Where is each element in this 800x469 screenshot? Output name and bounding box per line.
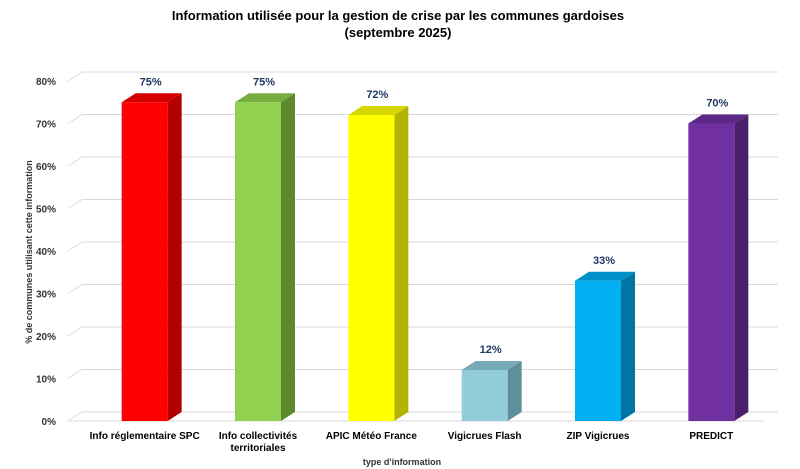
x-axis-categories: Info réglementaire SPC Info collectivités… [90, 431, 734, 454]
gridline [67, 71, 778, 82]
bar-top [121, 93, 182, 103]
chart-title: Information utilisée pour la gestion de … [172, 8, 624, 23]
data-label: 12% [480, 344, 502, 356]
bar [235, 93, 295, 421]
gridline [67, 114, 778, 124]
bar-side [281, 93, 295, 421]
y-tick-label: 80% [36, 77, 56, 88]
x-tick-label: territoriales [230, 443, 285, 454]
gridline [67, 156, 778, 167]
gridlines [67, 71, 778, 422]
x-tick-label: Info collectivités [219, 431, 298, 442]
bars: 75% 75% 72% 12% 33% 70% [121, 76, 749, 421]
data-label: 33% [593, 255, 615, 267]
bar-front [575, 280, 621, 421]
x-tick-label: PREDICT [689, 431, 733, 442]
y-tick-label: 10% [36, 375, 56, 386]
y-tick-label: 20% [36, 332, 56, 343]
bar-top [348, 106, 409, 115]
y-axis-ticks: 0% 10% 20% 30% 40% 50% 60% 70% 80% [36, 77, 56, 428]
x-tick-label: Vigicrues Flash [448, 431, 522, 442]
data-label: 70% [706, 98, 728, 110]
bar-top [461, 361, 522, 370]
bar-front [121, 102, 168, 421]
bar-side [621, 271, 635, 421]
bar-side [734, 114, 749, 421]
data-label: 72% [366, 89, 388, 101]
gridline [67, 326, 778, 337]
bar-side [394, 106, 409, 421]
gridline [67, 411, 778, 422]
y-axis-label: % de communes utilisant cette informatio… [24, 160, 34, 344]
bar-top [575, 271, 635, 281]
y-tick-label: 40% [36, 247, 56, 258]
y-tick-label: 70% [36, 120, 56, 131]
bar-front [235, 102, 281, 421]
bar-top [235, 93, 295, 103]
bar-side [507, 361, 522, 421]
gridline [67, 369, 778, 379]
bar-front [688, 123, 735, 421]
x-tick-label: APIC Météo France [326, 431, 418, 442]
y-tick-label: 50% [36, 205, 56, 216]
gridline [67, 199, 778, 209]
bar [348, 106, 409, 421]
bar [688, 114, 749, 421]
data-label: 75% [253, 76, 275, 88]
gridline [67, 241, 778, 252]
y-tick-label: 0% [42, 417, 57, 428]
chart-subtitle: (septembre 2025) [345, 25, 452, 40]
x-tick-label: Info réglementaire SPC [90, 431, 200, 442]
bar-top [688, 114, 749, 124]
data-label: 75% [140, 76, 162, 88]
bar [575, 271, 635, 421]
y-tick-label: 30% [36, 290, 56, 301]
gridline [67, 284, 778, 294]
bar-front [461, 370, 508, 421]
bar-side [167, 93, 182, 421]
bar [121, 93, 182, 421]
y-tick-label: 60% [36, 162, 56, 173]
x-axis-label: type d'information [363, 457, 441, 467]
bar-front [348, 115, 395, 421]
bar [461, 361, 522, 421]
x-tick-label: ZIP Vigicrues [567, 431, 630, 442]
